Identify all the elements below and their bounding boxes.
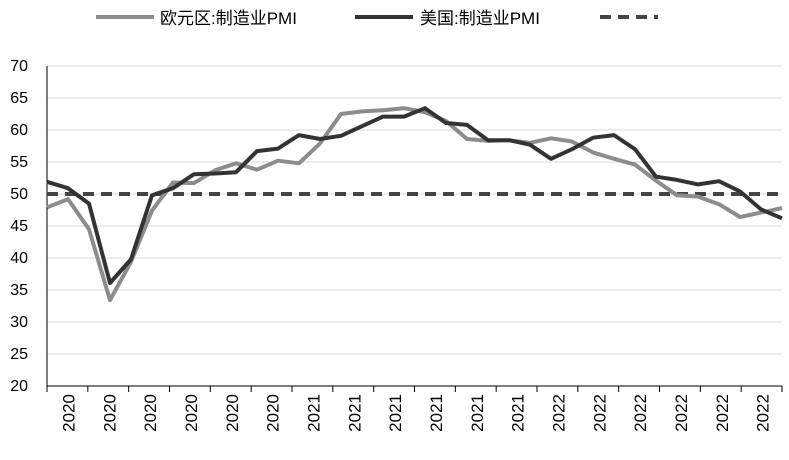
x-tick-label: 2022 (754, 394, 773, 432)
x-tick-label: 2020 (223, 394, 242, 432)
y-tick-label: 30 (10, 314, 28, 331)
x-tick-label: 2020 (100, 394, 119, 432)
x-tick-label: 2020 (59, 394, 78, 432)
y-tick-label: 65 (10, 90, 28, 107)
x-tick-label: 2022 (672, 394, 691, 432)
legend: 欧元区:制造业PMI 美国:制造业PMI (96, 9, 658, 28)
x-tick-label: 2022 (713, 394, 732, 432)
y-tick-label: 25 (10, 346, 28, 363)
series-line-0 (46, 106, 783, 303)
y-tick-label: 50 (10, 186, 28, 203)
x-axis: 2020 2020 2020 2020 2020 2020 2021 2021 2021 2021… (46, 66, 783, 432)
x-tick-label: 2020 (141, 394, 160, 432)
y-tick-label: 70 (10, 58, 28, 75)
x-tick-label: 2021 (468, 394, 487, 432)
y-tick-label: 45 (10, 218, 28, 235)
x-tick-label: 2021 (386, 394, 405, 432)
x-tick-label: 2021 (304, 394, 323, 432)
y-tick-label: 60 (10, 122, 28, 139)
y-tick-label: 20 (10, 378, 28, 395)
x-tick-label: 2022 (549, 394, 568, 432)
x-tick-label: 2021 (509, 394, 528, 432)
y-axis: 20 25 30 35 40 45 50 55 60 65 70 (10, 58, 28, 395)
x-tick-label: 2020 (182, 394, 201, 432)
x-tick-label: 2022 (590, 394, 609, 432)
series-lines (46, 106, 783, 303)
legend-label: 美国:制造业PMI (420, 9, 540, 28)
y-tick-label: 35 (10, 282, 28, 299)
x-tick-label: 2020 (264, 394, 283, 432)
y-tick-label: 40 (10, 250, 28, 267)
x-tick-label: 2022 (631, 394, 650, 432)
series-line-1 (46, 106, 783, 285)
x-tick-label: 2021 (427, 394, 446, 432)
legend-label: 欧元区:制造业PMI (160, 9, 297, 28)
y-tick-label: 55 (10, 154, 28, 171)
x-tick-label: 2021 (345, 394, 364, 432)
